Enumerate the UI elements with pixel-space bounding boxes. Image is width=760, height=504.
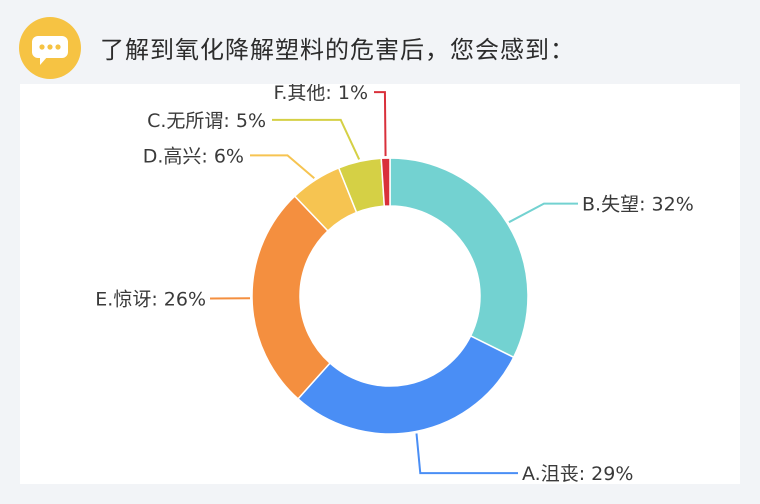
chart-leader-lines bbox=[210, 91, 578, 475]
leader-line-5 bbox=[272, 118, 361, 160]
question-text: 了解到氧化降解塑料的危害后，您会感到： bbox=[100, 36, 575, 64]
leader-line-1 bbox=[508, 202, 578, 224]
pie-slice-2 bbox=[296, 334, 515, 435]
leader-line-6 bbox=[374, 91, 387, 157]
chart-card: B.失望: 32% A.沮丧: 29% E.惊讶: 26% D.高兴: 6% C.无所谓… bbox=[20, 84, 740, 484]
slice-label-4: D.高兴: 6% bbox=[143, 145, 244, 167]
donut-chart: B.失望: 32% A.沮丧: 29% E.惊讶: 26% D.高兴: 6% C.无所谓… bbox=[95, 84, 693, 484]
chart-slices bbox=[251, 157, 529, 435]
pie-slice-6 bbox=[380, 157, 391, 207]
leader-line-2 bbox=[415, 433, 518, 475]
slice-label-5: C.无所谓: 5% bbox=[147, 110, 266, 132]
slice-label-3: E.惊讶: 26% bbox=[95, 289, 206, 311]
leader-line-4 bbox=[250, 154, 315, 179]
slice-label-6: F.其他: 1% bbox=[274, 84, 369, 104]
slice-label-2: A.沮丧: 29% bbox=[522, 463, 633, 484]
pie-slice-1 bbox=[389, 157, 529, 359]
chat-bubble-icon bbox=[18, 16, 82, 80]
question-header: 了解到氧化降解塑料的危害后，您会感到： bbox=[0, 0, 760, 84]
slice-label-1: B.失望: 32% bbox=[582, 194, 694, 216]
pie-slice-3 bbox=[251, 195, 332, 400]
chart-labels: B.失望: 32% A.沮丧: 29% E.惊讶: 26% D.高兴: 6% C.无所谓… bbox=[95, 84, 693, 484]
